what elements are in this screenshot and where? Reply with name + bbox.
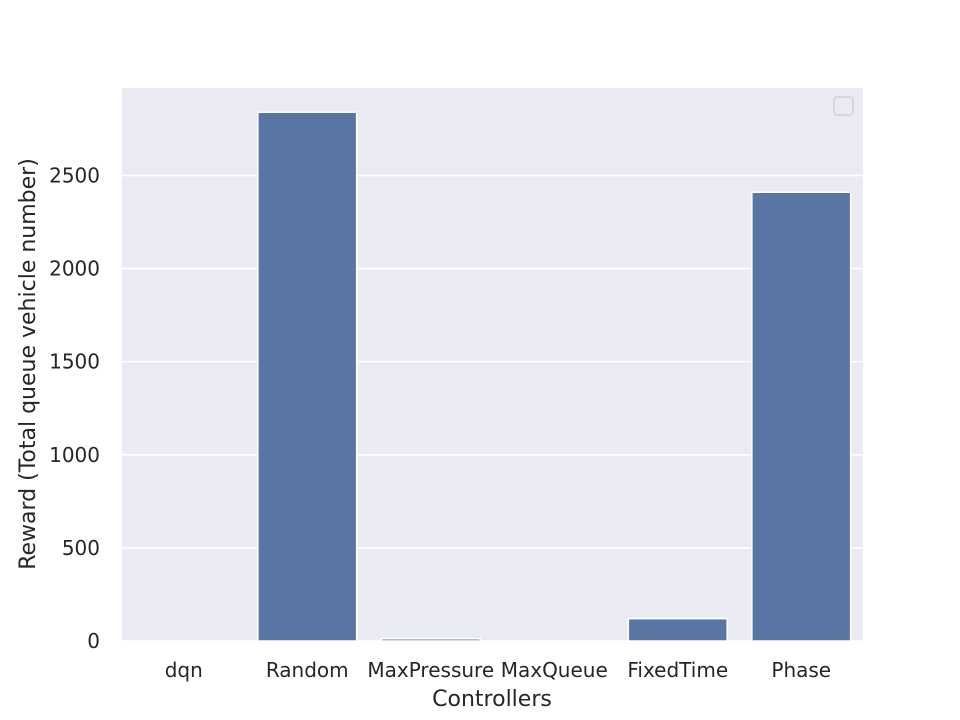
y-axis-label: Reward (Total queue vehicle number): [16, 158, 41, 570]
bar-random: [257, 111, 358, 642]
x-tick-label: FixedTime: [627, 658, 728, 682]
gridlines: [122, 174, 863, 642]
legend-box: [833, 96, 854, 116]
plot-area: [122, 88, 863, 641]
y-tick-label: 0: [87, 629, 100, 653]
y-tick-labels: 0 500 1000 1500 2000 2500: [49, 164, 100, 653]
y-tick-label: 1000: [49, 443, 100, 467]
y-tick-label: 2500: [49, 164, 100, 188]
x-tick-labels: dqn Random MaxPressure MaxQueue FixedTime Pha…: [165, 658, 831, 682]
x-axis-label: Controllers: [432, 687, 552, 712]
x-tick-label: Phase: [771, 658, 831, 682]
y-tick-label: 500: [62, 536, 100, 560]
y-tick-label: 2000: [49, 257, 100, 281]
bars: [257, 111, 852, 642]
bar-maxpressure: [380, 638, 481, 642]
x-tick-label: Random: [266, 658, 349, 682]
bar-phase: [751, 191, 852, 642]
y-tick-label: 1500: [49, 350, 100, 374]
x-tick-label: MaxQueue: [501, 658, 608, 682]
x-tick-label: dqn: [165, 658, 203, 682]
bar-fixedtime: [627, 617, 728, 642]
x-tick-label: MaxPressure: [367, 658, 494, 682]
